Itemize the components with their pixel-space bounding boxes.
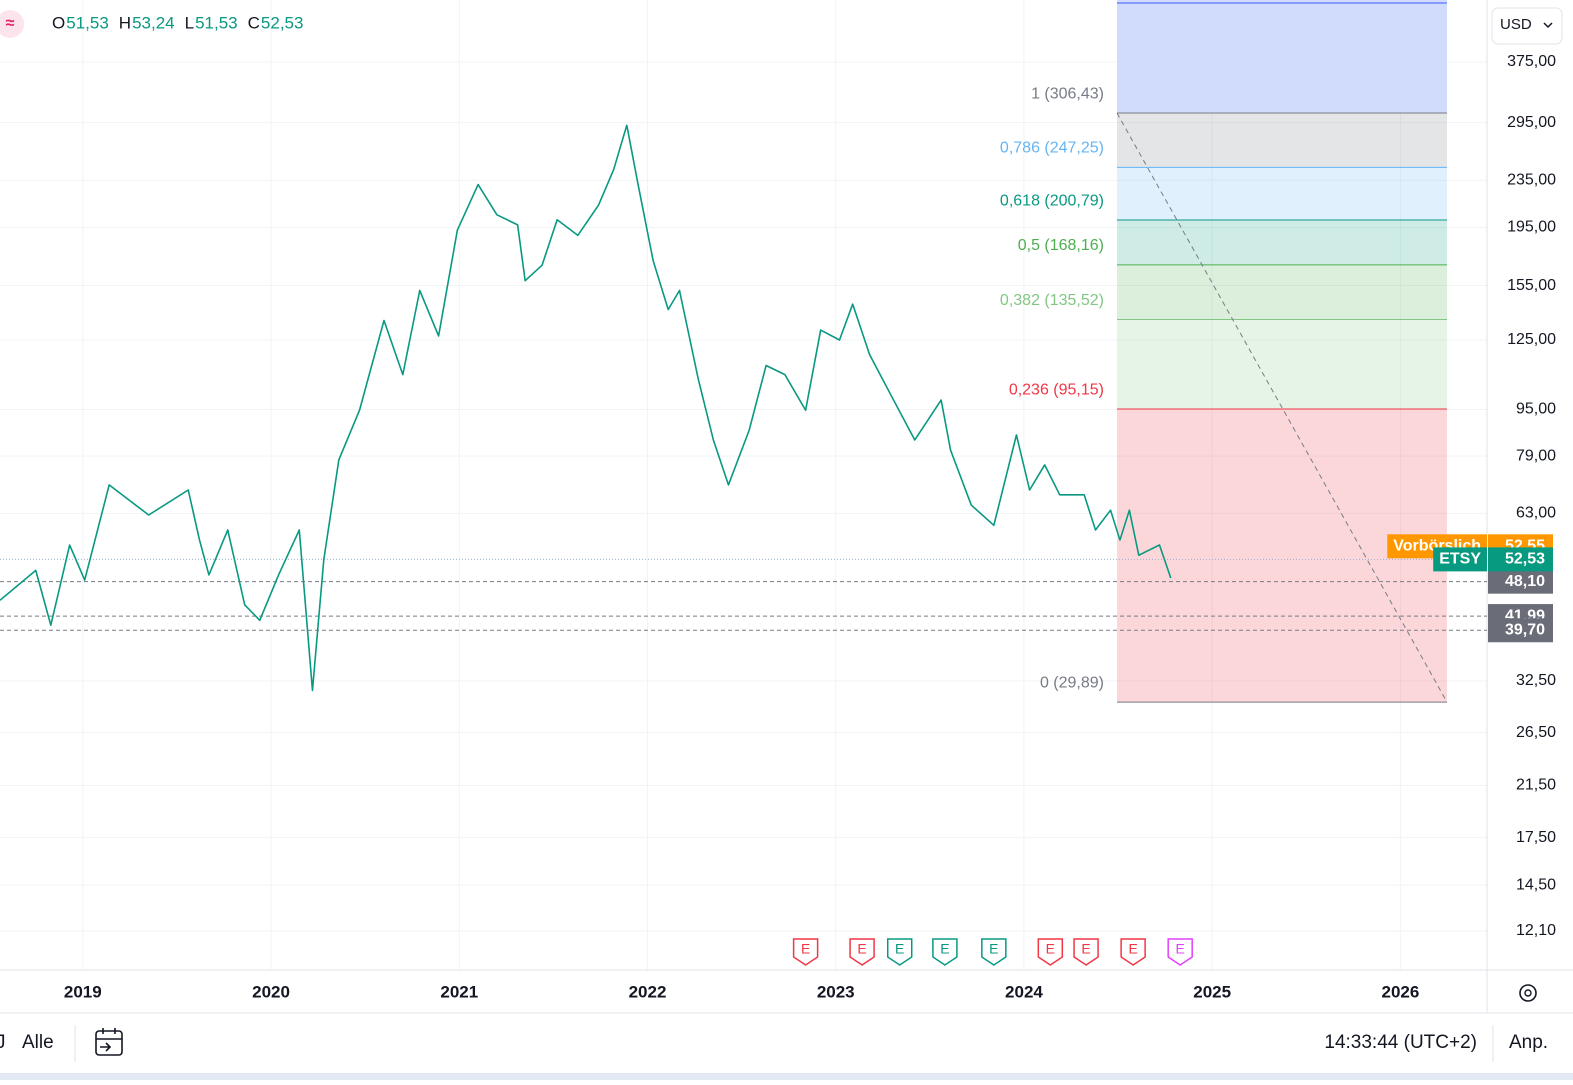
ohlc-key: C [248, 13, 260, 32]
symbol-icon-bg[interactable] [0, 10, 24, 38]
earnings-label: E [1046, 941, 1055, 957]
ohlc-key: O [52, 13, 65, 32]
ohlc-key: L [185, 13, 194, 32]
earnings-marker [849, 938, 875, 966]
fib-level-label: 0 (29,89) [1040, 674, 1104, 691]
x-tick-label: 2023 [817, 982, 855, 1001]
y-tick-label: 17,50 [1516, 829, 1556, 846]
y-tick-label: 195,00 [1507, 219, 1556, 236]
price-line-label-value: 39,70 [1505, 621, 1545, 638]
y-tick-label: 63,00 [1516, 505, 1556, 522]
price-line-label-box [1488, 569, 1553, 594]
x-tick-label: 2024 [1005, 982, 1043, 1001]
clock[interactable]: 14:33:44 (UTC+2) [1324, 1032, 1477, 1053]
y-tick-label: 95,00 [1516, 401, 1556, 418]
ohlc-key: H [119, 13, 131, 32]
y-tick-label: 155,00 [1507, 277, 1556, 294]
fib-level-label: 1 (306,43) [1031, 85, 1104, 102]
fib-zone [1117, 220, 1447, 265]
y-tick-label: 375,00 [1507, 53, 1556, 70]
ohlc-value: 51,53 [195, 13, 238, 32]
fib-level-label: 0,236 (95,15) [1009, 381, 1104, 398]
earnings-label: E [1128, 941, 1137, 957]
fib-zone [1117, 167, 1447, 221]
last-price-name-box [1433, 547, 1487, 572]
earnings-marker [792, 938, 819, 966]
earnings-label: E [1176, 941, 1185, 957]
x-tick-label: 2020 [252, 982, 290, 1001]
x-tick-label: 2022 [629, 982, 667, 1001]
y-tick-label: 21,50 [1516, 777, 1556, 794]
y-tick-label: 125,00 [1507, 331, 1556, 348]
price-line-label-box [1488, 618, 1553, 643]
fib-level-label: 0,786 (247,25) [1000, 140, 1104, 157]
price-line-series [0, 124, 1172, 692]
interval-button[interactable]: J [0, 1032, 6, 1053]
earnings-marker [981, 938, 1007, 966]
background [0, 0, 1487, 970]
symbol-icon[interactable]: ≈ [6, 15, 15, 32]
x-tick-label: 2025 [1193, 982, 1231, 1001]
ohlc-value: 51,53 [66, 13, 109, 32]
last-price-value: 52,53 [1505, 551, 1545, 568]
earnings-marker [886, 938, 913, 966]
fib-level-label: 0,618 (200,79) [1000, 192, 1104, 209]
earnings-marker [1037, 938, 1064, 966]
earnings-marker [1073, 938, 1099, 966]
y-tick-label: 235,00 [1507, 171, 1556, 188]
currency-button[interactable] [1491, 7, 1563, 45]
x-tick-label: 2026 [1382, 982, 1420, 1001]
y-tick-label: 79,00 [1516, 447, 1556, 464]
earnings-label: E [801, 941, 810, 957]
bottom-strip [0, 1073, 1573, 1080]
fib-level-label: 0,5 (168,16) [1018, 237, 1104, 254]
adjust-button[interactable]: Anp. [1509, 1032, 1548, 1053]
y-tick-label: 26,50 [1516, 724, 1556, 741]
currency[interactable]: USD [1500, 16, 1532, 33]
y-tick-label: 14,50 [1516, 876, 1556, 893]
earnings-label: E [857, 941, 866, 957]
x-tick-label: 2021 [440, 982, 478, 1001]
earnings-label: E [1081, 941, 1090, 957]
dropdown-icon[interactable] [1543, 22, 1553, 29]
y-tick-label: 12,10 [1516, 922, 1556, 939]
range-button[interactable]: Alle [22, 1032, 54, 1053]
earnings-label: E [989, 941, 998, 957]
earnings-label: E [895, 941, 904, 957]
fib-level-label: 0,382 (135,52) [1000, 292, 1104, 309]
fib-zone [1117, 113, 1447, 168]
x-tick-label: 2019 [64, 982, 102, 1001]
goto-date-icon[interactable] [95, 1028, 123, 1056]
last-price-name: ETSY [1439, 551, 1481, 568]
y-tick-label: 295,00 [1507, 114, 1556, 131]
fib-zone [1117, 319, 1447, 410]
fib-extension [1117, 0, 1447, 114]
earnings-marker [1120, 938, 1146, 966]
ohlc-value: 52,53 [261, 13, 304, 32]
earnings-marker [932, 938, 958, 966]
fib-zone [1117, 264, 1447, 320]
earnings-label: E [940, 941, 949, 957]
price-line-label-value: 48,10 [1505, 573, 1545, 590]
y-tick-label: 32,50 [1516, 672, 1556, 689]
last-price-box [1488, 547, 1553, 572]
settings-icon[interactable] [1519, 984, 1537, 1002]
fib-trend-line [1116, 112, 1448, 703]
earnings-marker [1167, 938, 1193, 966]
ohlc-value: 53,24 [132, 13, 175, 32]
